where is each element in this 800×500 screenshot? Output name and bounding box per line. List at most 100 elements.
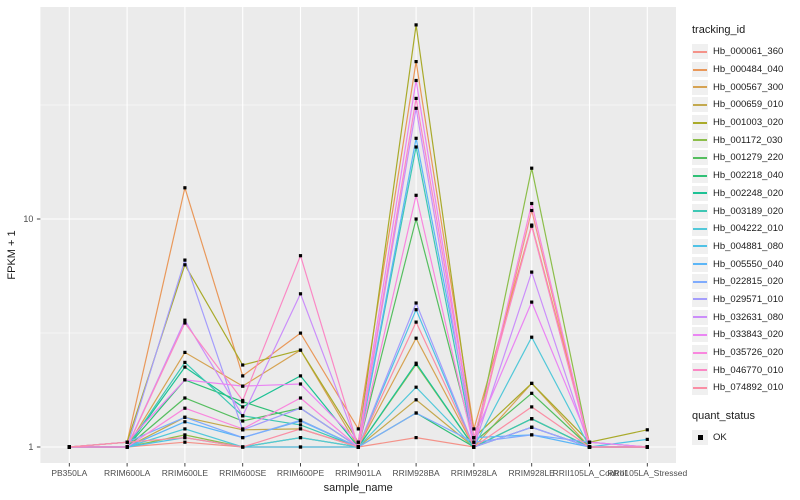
legend-item-label: Hb_035726_020 (713, 347, 784, 359)
legend-item-quant-ok: OK (692, 429, 800, 447)
legend-item-label: Hb_022815_020 (713, 276, 784, 288)
series-line-icon (693, 333, 707, 336)
legend-key-swatch (692, 132, 708, 148)
data-point (241, 427, 245, 431)
data-point (183, 186, 187, 190)
data-point (298, 292, 303, 296)
data-point (414, 308, 418, 312)
series-line-icon (693, 245, 707, 248)
data-point (183, 433, 187, 437)
legend-item-Hb_001172_030: Hb_001172_030 (692, 131, 800, 149)
legend-item-label: Hb_001279_220 (713, 152, 784, 164)
data-point (183, 440, 187, 444)
data-point (298, 427, 303, 431)
legend-item-Hb_003189_020: Hb_003189_020 (692, 202, 800, 220)
legend-item-Hb_074892_010: Hb_074892_010 (692, 379, 800, 397)
black-square-point-icon (697, 435, 703, 441)
legend-key-swatch (692, 62, 708, 78)
x-tick-label: RRIM901LA (335, 468, 382, 478)
data-point (183, 415, 187, 419)
data-point (414, 136, 418, 140)
series-line-icon (693, 369, 707, 372)
data-point (414, 320, 418, 324)
data-point (645, 445, 649, 449)
legend-key-swatch (692, 238, 708, 254)
series-line-icon (693, 227, 707, 230)
data-point (587, 440, 592, 444)
data-point (645, 428, 649, 432)
data-point (414, 23, 418, 27)
data-point (183, 420, 187, 424)
series-line-icon (693, 298, 707, 301)
data-point (414, 398, 418, 402)
legend-item-label: Hb_002248_020 (713, 187, 784, 199)
legend-item-Hb_032631_080: Hb_032631_080 (692, 308, 800, 326)
data-point (472, 436, 476, 440)
x-tick-label: RRIM600SE (219, 468, 267, 478)
data-point (241, 405, 245, 409)
legend-key-swatch (692, 291, 708, 307)
legend-key-swatch (692, 327, 708, 343)
data-point (298, 406, 303, 410)
legend-key-swatch (692, 362, 708, 378)
data-point (183, 318, 187, 322)
data-point (530, 417, 534, 421)
legend-item-Hb_004222_010: Hb_004222_010 (692, 220, 800, 238)
data-point (414, 217, 418, 221)
legend-key-swatch (692, 150, 708, 166)
y-tick-label: 1 (28, 442, 33, 452)
data-point (183, 396, 187, 400)
legend-key-swatch (692, 44, 708, 60)
legend-item-Hb_000484_040: Hb_000484_040 (692, 61, 800, 79)
data-point (530, 270, 534, 274)
legend-title-tracking-id: tracking_id (692, 24, 746, 36)
legend-key-swatch (692, 380, 708, 396)
series-line-icon (693, 263, 707, 266)
data-point (530, 391, 534, 395)
series-line-icon (693, 280, 707, 283)
data-point (241, 384, 245, 388)
data-point (530, 335, 534, 339)
data-point (414, 436, 418, 440)
data-point (530, 425, 534, 429)
legend-item-Hb_002248_020: Hb_002248_020 (692, 185, 800, 203)
legend-item-label: Hb_000484_040 (713, 64, 784, 76)
data-point (530, 381, 534, 385)
data-point (414, 60, 418, 64)
legend-key-swatch (692, 97, 708, 113)
legend-item-label: Hb_004222_010 (713, 223, 784, 235)
data-point (298, 254, 303, 258)
legend-item-Hb_000567_300: Hb_000567_300 (692, 78, 800, 96)
legend-item-label: Hb_000567_300 (713, 81, 784, 93)
data-point (183, 350, 187, 354)
legend-title-quant-status: quant_status (692, 409, 755, 422)
data-point (125, 445, 129, 449)
data-point (183, 427, 187, 431)
data-point (472, 445, 476, 449)
legend: tracking_id Hb_000061_360 Hb_000484_040 Hb… (692, 24, 800, 446)
data-point (241, 374, 245, 378)
series-line-icon (693, 210, 707, 213)
series-line-icon (693, 50, 707, 53)
x-tick-label: RRII105LA_Stressed (607, 468, 687, 478)
legend-item-Hb_029571_010: Hb_029571_010 (692, 291, 800, 309)
data-point (530, 300, 534, 304)
legend-item-label: OK (713, 432, 727, 444)
data-point (183, 258, 187, 262)
series-line-icon (693, 139, 707, 142)
data-point (298, 382, 303, 386)
data-point (183, 436, 187, 440)
legend-item-label: Hb_004881_080 (713, 240, 784, 252)
data-point (183, 406, 187, 410)
data-point (530, 208, 534, 213)
legend-item-label: Hb_002218_040 (713, 170, 784, 182)
x-tick-label: RRIM600LE (162, 468, 209, 478)
legend-item-label: Hb_029571_010 (713, 293, 784, 305)
data-point (587, 445, 592, 449)
data-point (241, 398, 245, 403)
series-line-icon (693, 103, 707, 106)
data-point (298, 396, 303, 400)
data-point (356, 445, 360, 449)
x-tick-label: RRIM928LA (451, 468, 498, 478)
